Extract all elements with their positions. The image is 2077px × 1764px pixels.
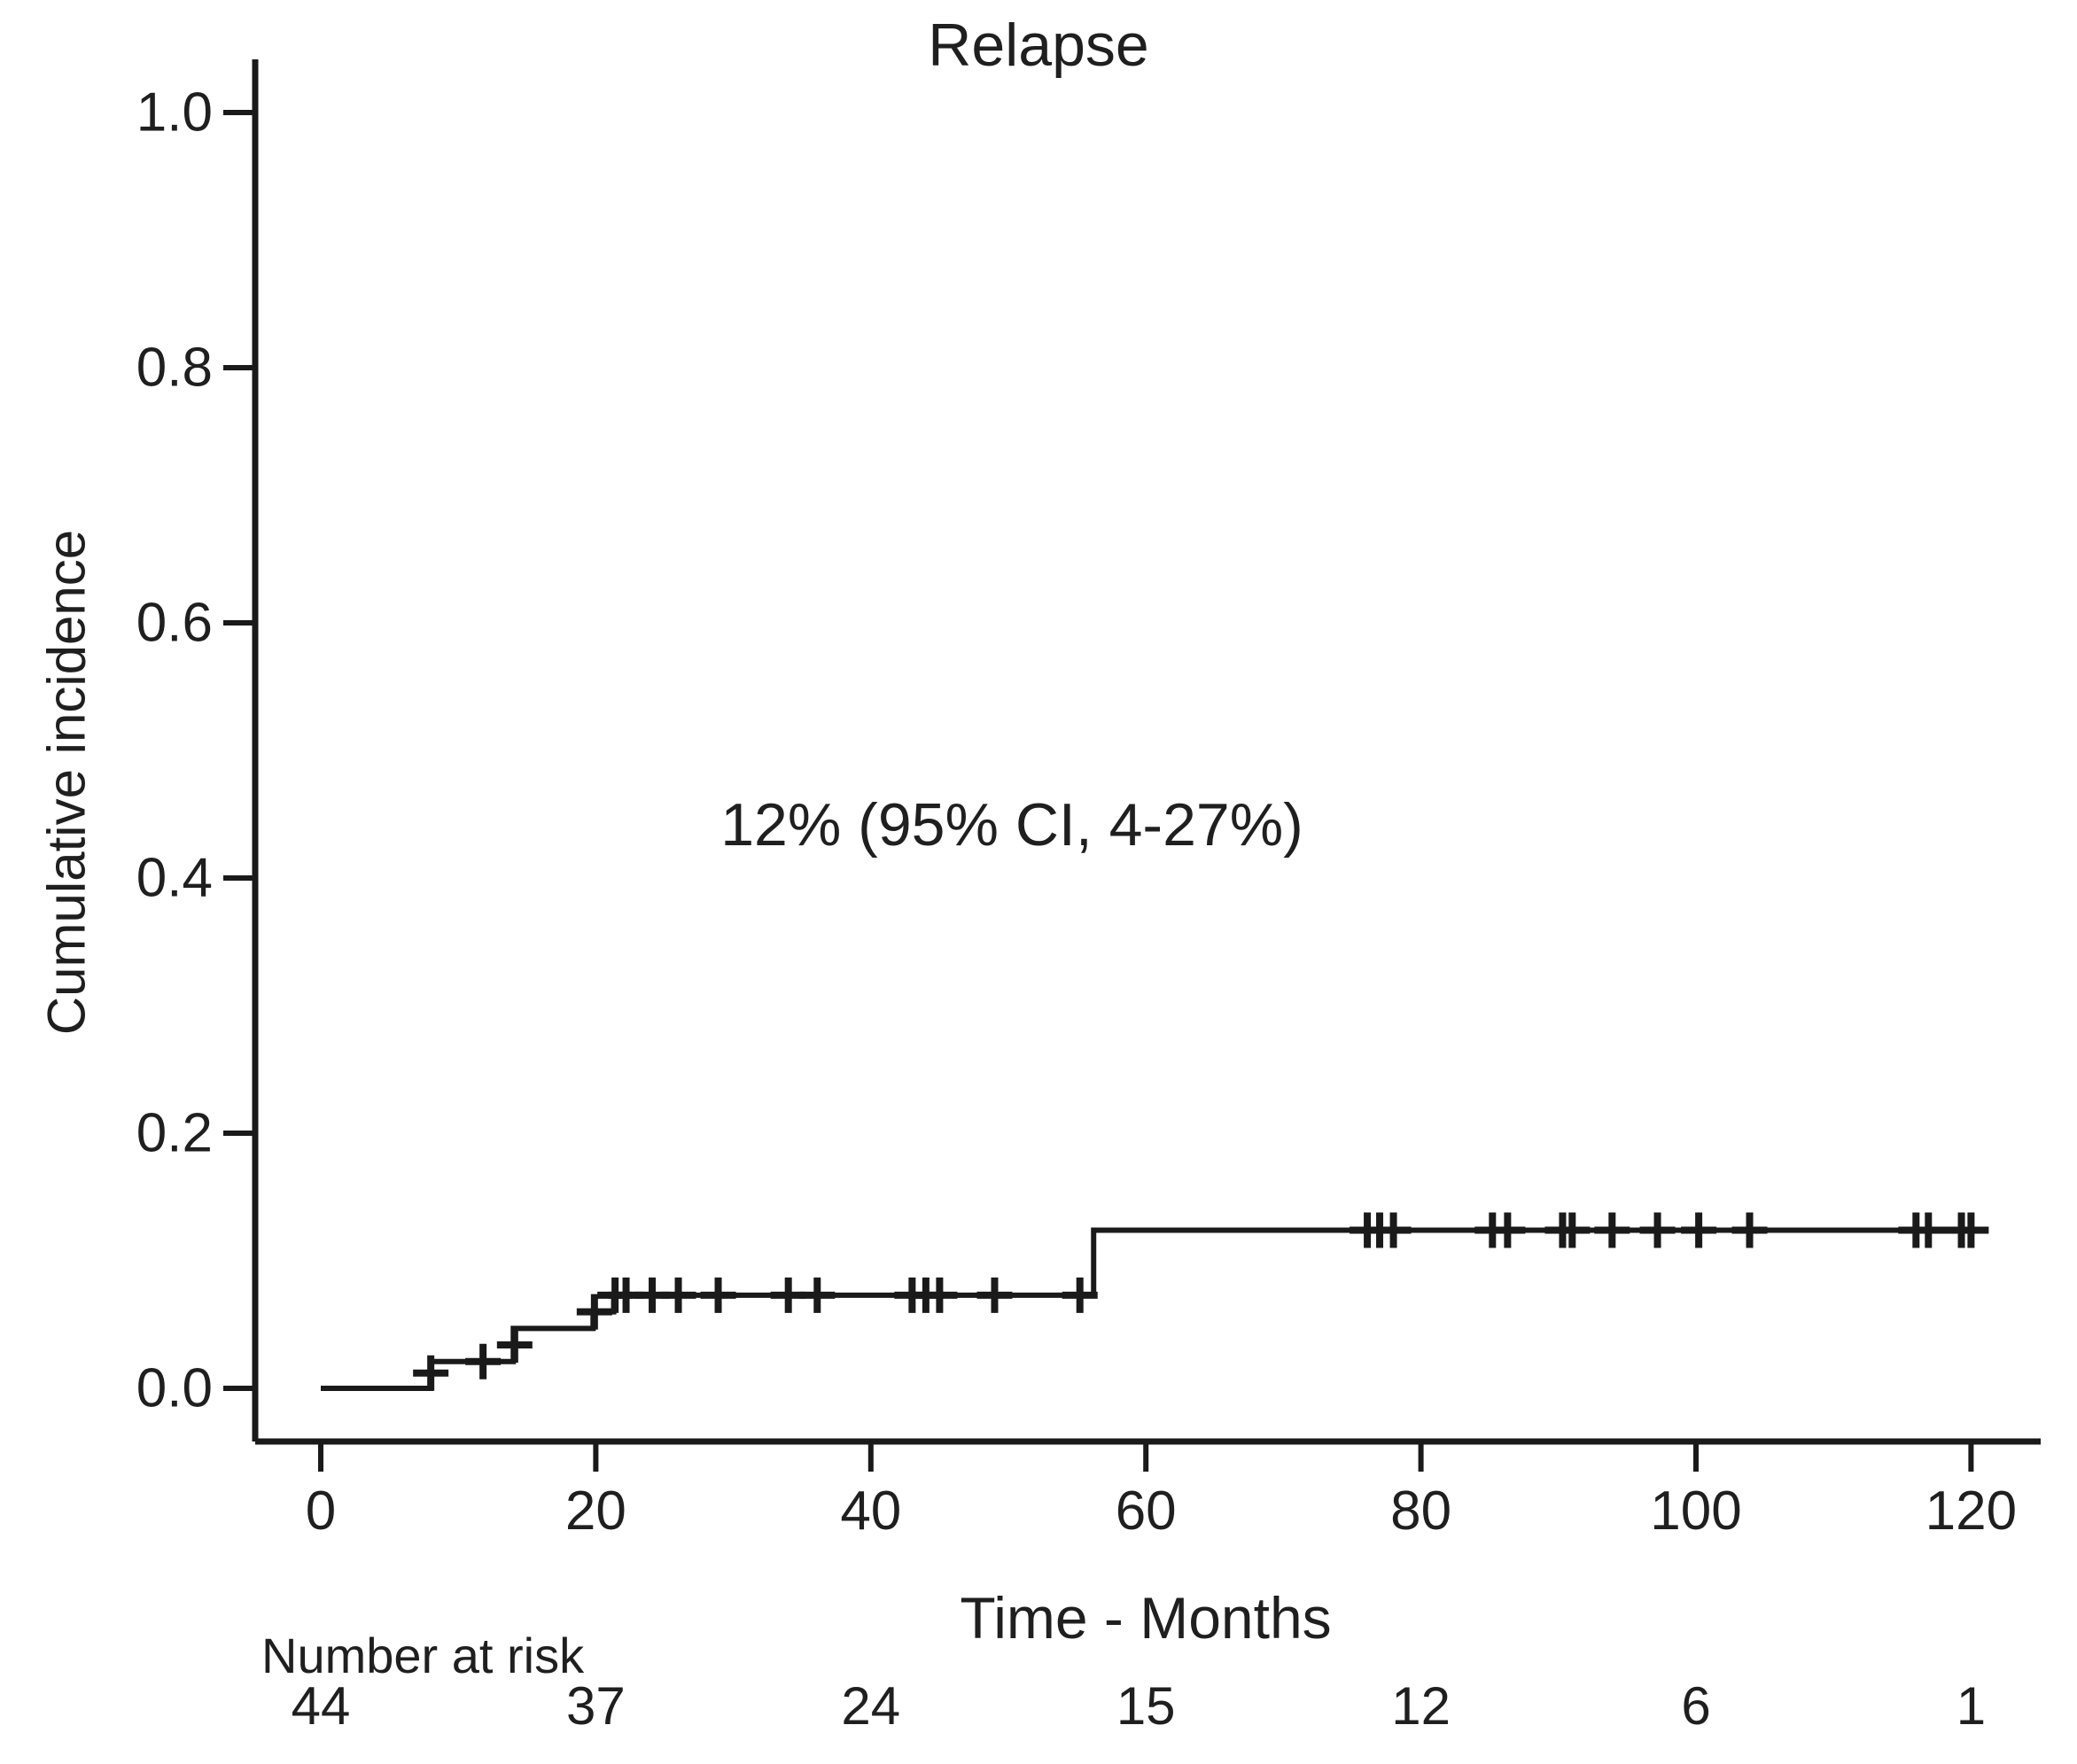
- x-tick-label: 60: [1116, 1480, 1177, 1542]
- y-tick-label: 0.2: [136, 1103, 213, 1164]
- y-tick-label: 1.0: [136, 82, 213, 144]
- risk-count: 12: [1391, 1676, 1451, 1736]
- x-tick-label: 40: [840, 1480, 901, 1542]
- estimate-annotation: 12% (95% CI, 4-27%): [720, 791, 1303, 859]
- risk-count: 37: [566, 1676, 626, 1736]
- risk-count: 1: [1956, 1676, 1986, 1736]
- number-at-risk-label: Number at risk: [261, 1628, 585, 1683]
- chart-title: Relapse: [928, 12, 1149, 79]
- y-tick-label: 0.0: [136, 1358, 213, 1419]
- risk-count: 15: [1116, 1676, 1176, 1736]
- x-tick-label: 20: [565, 1480, 626, 1542]
- risk-count: 6: [1681, 1676, 1710, 1736]
- risk-count: 44: [292, 1676, 351, 1736]
- y-tick-label: 0.8: [136, 338, 213, 399]
- y-tick-label: 0.6: [136, 593, 213, 654]
- x-tick-label: 0: [306, 1480, 336, 1542]
- x-tick-label: 120: [1925, 1480, 2017, 1542]
- y-axis-label: Cumulative incidence: [36, 529, 97, 1036]
- x-tick-label: 80: [1390, 1480, 1451, 1542]
- x-tick-label: 100: [1650, 1480, 1741, 1542]
- x-axis-label: Time - Months: [960, 1585, 1332, 1651]
- y-tick-label: 0.4: [136, 848, 213, 909]
- risk-count: 24: [841, 1676, 900, 1736]
- incidence-curve: [321, 1227, 1982, 1391]
